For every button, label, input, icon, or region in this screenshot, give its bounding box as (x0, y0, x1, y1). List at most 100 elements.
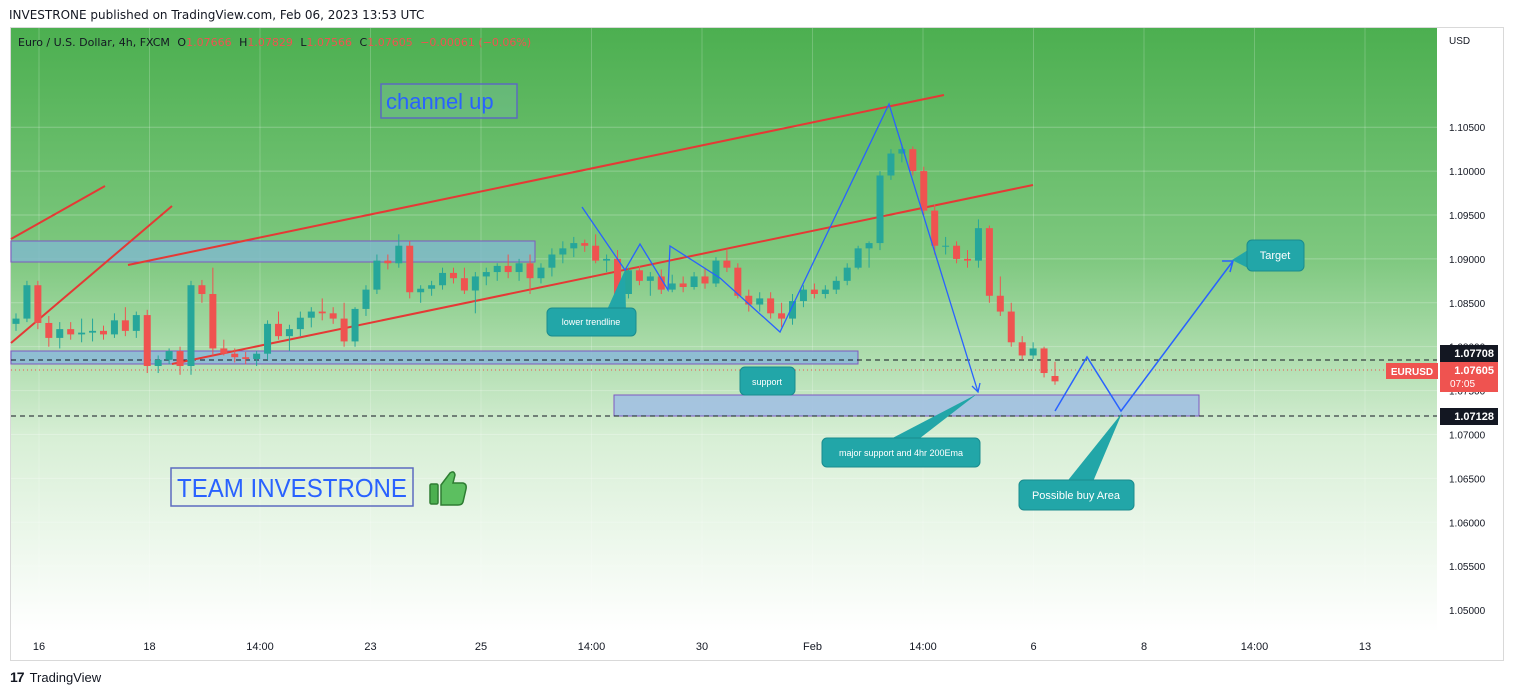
callout-box (739, 366, 796, 396)
candle (821, 285, 829, 299)
candle (767, 292, 775, 319)
candle (964, 250, 972, 268)
candle (603, 254, 611, 273)
candle-body (12, 318, 20, 324)
candle-body (242, 357, 250, 359)
x-tick-label: 6 (1030, 641, 1036, 653)
candle-body (756, 298, 764, 305)
candle-body (285, 329, 293, 337)
y-tick-label: 1.09000 (1449, 255, 1486, 266)
candle-body (1018, 342, 1026, 356)
candle-body (187, 285, 195, 366)
candle (471, 272, 479, 314)
candle-body (132, 315, 140, 331)
y-tick-label: 1.10500 (1449, 123, 1486, 134)
candle-body (887, 153, 895, 176)
candle (45, 315, 53, 347)
time-axis[interactable]: 16 18 14:00 23 25 14:00 30 Feb 14:00 6 8 14:00 13 (33, 641, 1371, 653)
candle (559, 241, 567, 264)
candle-body (964, 258, 972, 261)
candles (12, 144, 1059, 385)
price-labels: 1.07708 EURUSD 1.07605 07:05 1.07128 (1386, 345, 1498, 425)
candle (187, 280, 195, 375)
candle-body (931, 210, 939, 246)
candle-body (406, 245, 414, 293)
candle (307, 307, 315, 328)
x-tick-label: 14:00 (909, 641, 937, 653)
candle-body (810, 289, 818, 295)
candle (657, 269, 665, 295)
currency-label: USD (1449, 36, 1470, 47)
candle-body (985, 228, 993, 296)
y-tick-label: 1.06500 (1449, 474, 1486, 485)
callout-box (546, 307, 637, 337)
y-tick-label: 1.06000 (1449, 518, 1486, 529)
callouts: lower trendline support major support an… (546, 239, 1305, 511)
candle (515, 258, 523, 281)
x-tick-label: 25 (475, 641, 487, 653)
callout-pointer (606, 270, 626, 312)
candle (23, 280, 31, 323)
candle (1040, 346, 1048, 378)
candle-body (143, 315, 151, 366)
y-tick-label: 1.08500 (1449, 299, 1486, 310)
y-tick-label: 1.05000 (1449, 606, 1486, 617)
candle-body (734, 267, 742, 296)
level-1-tag (1440, 345, 1498, 362)
candle (712, 257, 720, 287)
candle-body (99, 330, 107, 335)
level-2-value: 1.07128 (1454, 411, 1494, 423)
candle (253, 351, 261, 366)
candle (1029, 342, 1037, 359)
candle-body (690, 276, 698, 287)
x-tick-label: 13 (1359, 641, 1371, 653)
candle-body (778, 313, 786, 319)
candle-body (482, 272, 490, 277)
y-tick-label: 1.10000 (1449, 167, 1486, 178)
candle-body (417, 288, 425, 293)
candle (110, 313, 118, 338)
price-axis[interactable]: USD 1.10500 1.10000 1.09500 1.09000 1.08500 1… (1449, 36, 1486, 617)
candle (165, 348, 173, 365)
candle (624, 267, 632, 299)
candle-body (767, 298, 775, 314)
callout-box (1246, 239, 1305, 272)
candle (909, 146, 917, 176)
candle-body (220, 348, 228, 354)
candle (209, 267, 217, 356)
symbol-tag (1386, 363, 1438, 379)
candle (635, 265, 643, 286)
x-tick-label: 8 (1141, 641, 1147, 653)
y-tick-label: 1.07500 (1449, 387, 1486, 398)
text-annotations: channel up TEAM INVESTRONE (170, 83, 518, 507)
candle (789, 294, 797, 325)
candle-body (668, 283, 676, 290)
candle-body (657, 276, 665, 290)
symbol-tag-text: EURUSD (1391, 367, 1433, 378)
candle-body (865, 243, 873, 249)
x-tick-label: 14:00 (578, 641, 606, 653)
candle-body (340, 318, 348, 342)
candle (1007, 302, 1015, 347)
candle (274, 311, 282, 340)
candle (384, 254, 392, 270)
candle (285, 324, 293, 352)
candle (581, 239, 589, 252)
footer-brand[interactable]: TradingView (29, 669, 102, 685)
candle (832, 276, 840, 295)
path-arrowhead (971, 382, 981, 394)
candle-body (176, 351, 184, 366)
chart-plot-area[interactable] (10, 27, 1504, 661)
legend-symbol: Euro / U.S. Dollar, 4h, FXCM (18, 36, 170, 49)
callout-pointer (1232, 250, 1248, 268)
candle (778, 302, 786, 328)
candle-body (1040, 348, 1048, 374)
candle (996, 276, 1004, 316)
projection-arrowhead (1222, 260, 1234, 273)
candle-body (635, 270, 643, 281)
x-tick-label: 14:00 (1241, 641, 1269, 653)
candle (340, 302, 348, 347)
callout-lower-trendline: lower trendline (562, 317, 621, 327)
candle-body (745, 295, 753, 305)
